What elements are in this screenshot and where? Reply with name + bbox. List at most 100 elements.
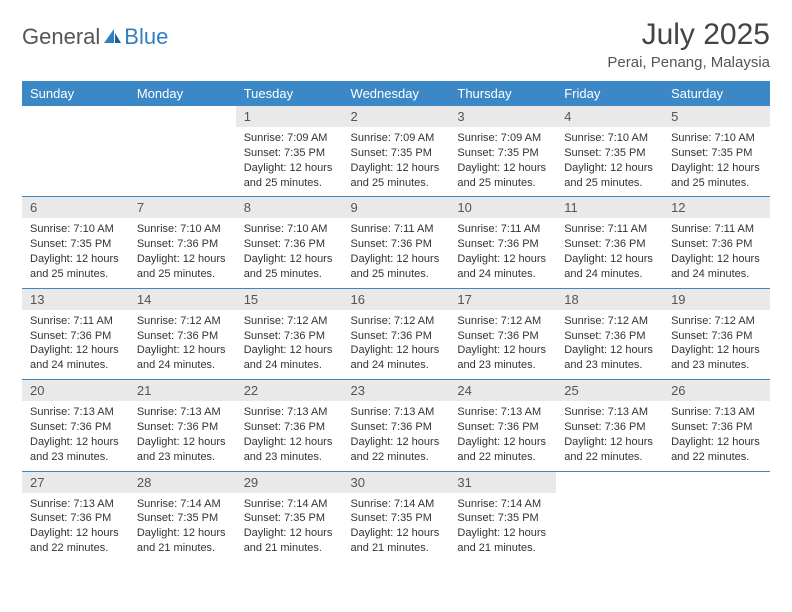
day-details: Sunrise: 7:13 AMSunset: 7:36 PMDaylight:…	[22, 401, 129, 470]
day-number: 30	[343, 472, 450, 493]
weekday-header: Saturday	[663, 81, 770, 106]
day-number: 26	[663, 380, 770, 401]
day-details: Sunrise: 7:12 AMSunset: 7:36 PMDaylight:…	[663, 310, 770, 379]
day-number: 22	[236, 380, 343, 401]
day-number: 18	[556, 289, 663, 310]
calendar-cell: 4Sunrise: 7:10 AMSunset: 7:35 PMDaylight…	[556, 106, 663, 197]
title-block: July 2025 Perai, Penang, Malaysia	[607, 18, 770, 71]
calendar-cell: 1Sunrise: 7:09 AMSunset: 7:35 PMDaylight…	[236, 106, 343, 197]
day-details: Sunrise: 7:10 AMSunset: 7:35 PMDaylight:…	[556, 127, 663, 196]
calendar-cell: 17Sunrise: 7:12 AMSunset: 7:36 PMDayligh…	[449, 288, 556, 379]
calendar-cell: 0.	[556, 471, 663, 562]
day-details: Sunrise: 7:11 AMSunset: 7:36 PMDaylight:…	[343, 218, 450, 287]
day-details: Sunrise: 7:12 AMSunset: 7:36 PMDaylight:…	[343, 310, 450, 379]
brand-logo: General Blue	[22, 18, 168, 50]
calendar-cell: 25Sunrise: 7:13 AMSunset: 7:36 PMDayligh…	[556, 380, 663, 471]
day-details: Sunrise: 7:11 AMSunset: 7:36 PMDaylight:…	[556, 218, 663, 287]
day-number: 7	[129, 197, 236, 218]
weekday-header: Friday	[556, 81, 663, 106]
calendar-cell: 2Sunrise: 7:09 AMSunset: 7:35 PMDaylight…	[343, 106, 450, 197]
day-details: Sunrise: 7:09 AMSunset: 7:35 PMDaylight:…	[343, 127, 450, 196]
calendar-week-row: 13Sunrise: 7:11 AMSunset: 7:36 PMDayligh…	[22, 288, 770, 379]
day-number: 24	[449, 380, 556, 401]
brand-part1: General	[22, 24, 100, 50]
calendar-cell: 31Sunrise: 7:14 AMSunset: 7:35 PMDayligh…	[449, 471, 556, 562]
day-details: Sunrise: 7:13 AMSunset: 7:36 PMDaylight:…	[22, 493, 129, 562]
day-details: Sunrise: 7:14 AMSunset: 7:35 PMDaylight:…	[129, 493, 236, 562]
calendar-cell: 6Sunrise: 7:10 AMSunset: 7:35 PMDaylight…	[22, 197, 129, 288]
day-details: Sunrise: 7:13 AMSunset: 7:36 PMDaylight:…	[236, 401, 343, 470]
day-number: 20	[22, 380, 129, 401]
calendar-week-row: 27Sunrise: 7:13 AMSunset: 7:36 PMDayligh…	[22, 471, 770, 562]
day-details: Sunrise: 7:12 AMSunset: 7:36 PMDaylight:…	[129, 310, 236, 379]
day-number: 1	[236, 106, 343, 127]
calendar-cell: 16Sunrise: 7:12 AMSunset: 7:36 PMDayligh…	[343, 288, 450, 379]
day-details: Sunrise: 7:12 AMSunset: 7:36 PMDaylight:…	[556, 310, 663, 379]
calendar-cell: 23Sunrise: 7:13 AMSunset: 7:36 PMDayligh…	[343, 380, 450, 471]
day-number: 10	[449, 197, 556, 218]
calendar-cell: 21Sunrise: 7:13 AMSunset: 7:36 PMDayligh…	[129, 380, 236, 471]
day-details: Sunrise: 7:13 AMSunset: 7:36 PMDaylight:…	[449, 401, 556, 470]
location-subtitle: Perai, Penang, Malaysia	[607, 54, 770, 71]
calendar-cell: 14Sunrise: 7:12 AMSunset: 7:36 PMDayligh…	[129, 288, 236, 379]
calendar-cell: 0.	[663, 471, 770, 562]
calendar-cell: 9Sunrise: 7:11 AMSunset: 7:36 PMDaylight…	[343, 197, 450, 288]
weekday-header: Sunday	[22, 81, 129, 106]
day-details: Sunrise: 7:11 AMSunset: 7:36 PMDaylight:…	[449, 218, 556, 287]
calendar-cell: 0.	[22, 106, 129, 197]
calendar-cell: 24Sunrise: 7:13 AMSunset: 7:36 PMDayligh…	[449, 380, 556, 471]
day-number: 9	[343, 197, 450, 218]
calendar-week-row: 20Sunrise: 7:13 AMSunset: 7:36 PMDayligh…	[22, 380, 770, 471]
day-number: 3	[449, 106, 556, 127]
calendar-cell: 3Sunrise: 7:09 AMSunset: 7:35 PMDaylight…	[449, 106, 556, 197]
calendar-cell: 26Sunrise: 7:13 AMSunset: 7:36 PMDayligh…	[663, 380, 770, 471]
day-number: 2	[343, 106, 450, 127]
calendar-cell: 28Sunrise: 7:14 AMSunset: 7:35 PMDayligh…	[129, 471, 236, 562]
day-details: Sunrise: 7:13 AMSunset: 7:36 PMDaylight:…	[129, 401, 236, 470]
weekday-header: Wednesday	[343, 81, 450, 106]
day-details: Sunrise: 7:10 AMSunset: 7:35 PMDaylight:…	[22, 218, 129, 287]
weekday-header: Tuesday	[236, 81, 343, 106]
day-number: 4	[556, 106, 663, 127]
day-details: Sunrise: 7:11 AMSunset: 7:36 PMDaylight:…	[663, 218, 770, 287]
day-number: 14	[129, 289, 236, 310]
calendar-table: SundayMondayTuesdayWednesdayThursdayFrid…	[22, 81, 770, 562]
day-number: 6	[22, 197, 129, 218]
day-details: Sunrise: 7:14 AMSunset: 7:35 PMDaylight:…	[236, 493, 343, 562]
day-number: 21	[129, 380, 236, 401]
day-details: Sunrise: 7:10 AMSunset: 7:36 PMDaylight:…	[236, 218, 343, 287]
day-number: 29	[236, 472, 343, 493]
day-number: 28	[129, 472, 236, 493]
day-details: Sunrise: 7:12 AMSunset: 7:36 PMDaylight:…	[449, 310, 556, 379]
day-details: Sunrise: 7:13 AMSunset: 7:36 PMDaylight:…	[556, 401, 663, 470]
day-number: 13	[22, 289, 129, 310]
day-number: 31	[449, 472, 556, 493]
day-number: 16	[343, 289, 450, 310]
weekday-header: Monday	[129, 81, 236, 106]
brand-part2: Blue	[124, 24, 168, 50]
calendar-week-row: 0.0.1Sunrise: 7:09 AMSunset: 7:35 PMDayl…	[22, 106, 770, 197]
day-number: 17	[449, 289, 556, 310]
calendar-cell: 20Sunrise: 7:13 AMSunset: 7:36 PMDayligh…	[22, 380, 129, 471]
calendar-cell: 27Sunrise: 7:13 AMSunset: 7:36 PMDayligh…	[22, 471, 129, 562]
day-number: 23	[343, 380, 450, 401]
calendar-cell: 0.	[129, 106, 236, 197]
calendar-cell: 18Sunrise: 7:12 AMSunset: 7:36 PMDayligh…	[556, 288, 663, 379]
calendar-cell: 19Sunrise: 7:12 AMSunset: 7:36 PMDayligh…	[663, 288, 770, 379]
day-number: 12	[663, 197, 770, 218]
page-header: General Blue July 2025 Perai, Penang, Ma…	[22, 18, 770, 71]
calendar-cell: 15Sunrise: 7:12 AMSunset: 7:36 PMDayligh…	[236, 288, 343, 379]
sail-icon	[102, 27, 122, 45]
calendar-cell: 7Sunrise: 7:10 AMSunset: 7:36 PMDaylight…	[129, 197, 236, 288]
calendar-cell: 11Sunrise: 7:11 AMSunset: 7:36 PMDayligh…	[556, 197, 663, 288]
calendar-cell: 13Sunrise: 7:11 AMSunset: 7:36 PMDayligh…	[22, 288, 129, 379]
day-details: Sunrise: 7:13 AMSunset: 7:36 PMDaylight:…	[663, 401, 770, 470]
calendar-cell: 29Sunrise: 7:14 AMSunset: 7:35 PMDayligh…	[236, 471, 343, 562]
day-details: Sunrise: 7:10 AMSunset: 7:36 PMDaylight:…	[129, 218, 236, 287]
calendar-cell: 22Sunrise: 7:13 AMSunset: 7:36 PMDayligh…	[236, 380, 343, 471]
month-title: July 2025	[607, 18, 770, 52]
day-details: Sunrise: 7:09 AMSunset: 7:35 PMDaylight:…	[236, 127, 343, 196]
day-number: 15	[236, 289, 343, 310]
day-details: Sunrise: 7:12 AMSunset: 7:36 PMDaylight:…	[236, 310, 343, 379]
day-details: Sunrise: 7:11 AMSunset: 7:36 PMDaylight:…	[22, 310, 129, 379]
